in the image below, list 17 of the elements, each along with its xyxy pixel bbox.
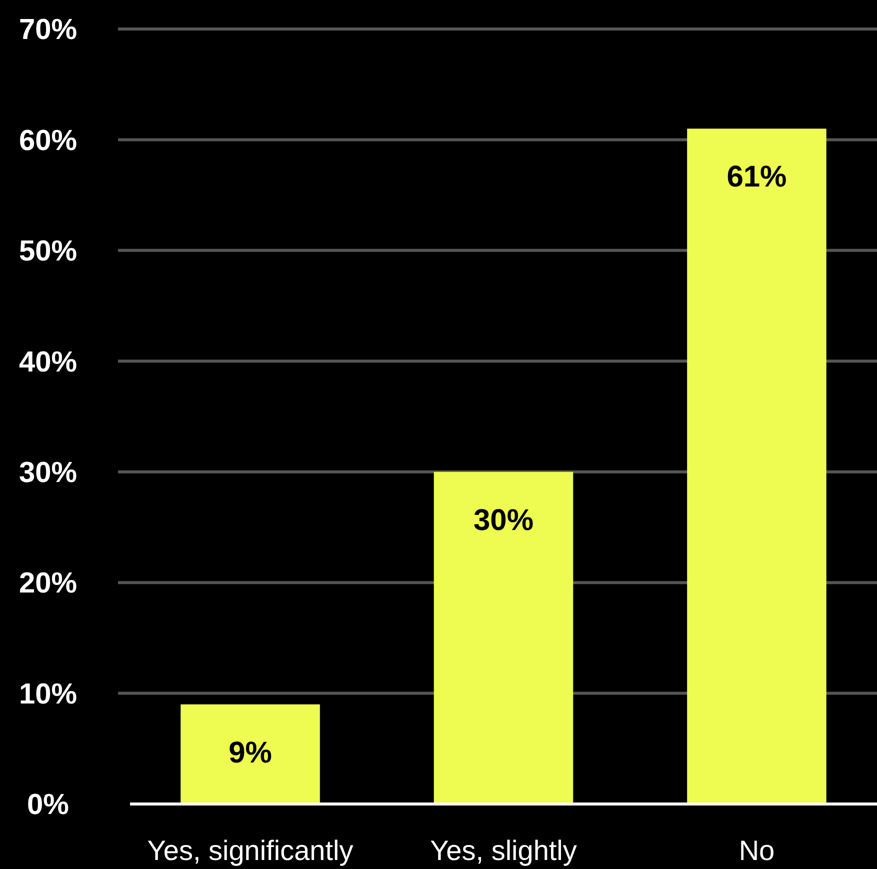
x-tick-label: Yes, significantly	[147, 835, 354, 866]
y-tick-label: 40%	[18, 346, 78, 378]
y-tick-label: 70%	[18, 14, 78, 46]
bar	[180, 704, 320, 804]
y-tick-label: 50%	[18, 236, 78, 268]
y-tick-label: 0%	[27, 789, 70, 822]
data-label: 9%	[228, 736, 272, 770]
x-tick-label: No	[738, 835, 775, 866]
y-tick-label: 30%	[18, 457, 78, 490]
y-tick-label: 20%	[18, 568, 78, 600]
data-label: 30%	[473, 504, 534, 537]
bar	[687, 128, 826, 804]
bar	[434, 472, 574, 804]
y-tick-label: 10%	[18, 678, 78, 710]
x-tick-label: Yes, slightly	[430, 835, 577, 866]
y-tick-label: 60%	[18, 124, 78, 157]
data-label: 61%	[726, 160, 787, 194]
